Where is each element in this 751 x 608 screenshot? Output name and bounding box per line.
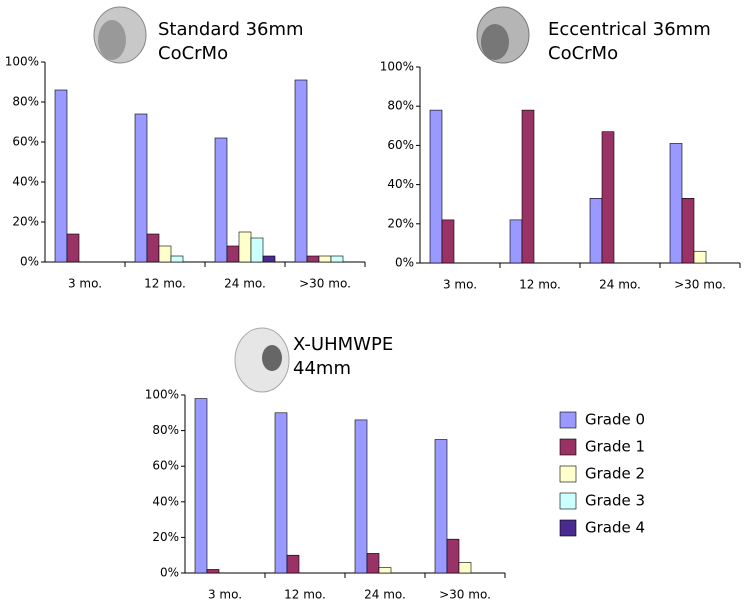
y-tick-label: 80% [152, 423, 179, 437]
bar [206, 569, 220, 574]
bar [681, 198, 695, 264]
implant-icon [93, 6, 530, 393]
bar [693, 250, 707, 264]
y-tick-label: 60% [152, 459, 179, 473]
legend-swatch [559, 411, 577, 429]
bar [66, 233, 80, 263]
x-tick-label: 3 mo. [68, 277, 102, 291]
chart-title: Eccentrical 36mm [548, 19, 711, 40]
bar [294, 79, 308, 263]
y-tick-label: 40% [387, 177, 414, 191]
x-tick-label: 24 mo. [364, 588, 406, 602]
y-tick-label: 100% [380, 60, 414, 74]
bar [214, 137, 228, 263]
bar [458, 562, 472, 574]
x-tick-label: 3 mo. [443, 278, 477, 292]
y-tick-label: 20% [12, 215, 39, 229]
bar [446, 538, 460, 574]
bar [226, 245, 240, 263]
bar [238, 231, 252, 263]
bar [429, 109, 443, 264]
bar [441, 219, 455, 264]
chart-title: CoCrMo [158, 43, 228, 64]
bar [146, 233, 160, 263]
legend-swatch [559, 492, 577, 510]
x-tick-label: 24 mo. [224, 277, 266, 291]
bar [521, 109, 535, 264]
bar [366, 553, 380, 574]
bar [306, 255, 320, 263]
bar [170, 255, 184, 263]
bar [274, 412, 288, 574]
x-tick-label: 12 mo. [284, 588, 326, 602]
legend-swatch [559, 519, 577, 537]
legend-label: Grade 2 [585, 465, 645, 483]
y-tick-label: 60% [387, 138, 414, 152]
x-tick-label: 12 mo. [519, 278, 561, 292]
legend-label: Grade 1 [585, 438, 645, 456]
x-tick-label: >30 mo. [674, 278, 726, 292]
bar [250, 237, 264, 263]
x-tick-label: 12 mo. [144, 277, 186, 291]
bar [434, 439, 448, 574]
bar [601, 131, 615, 264]
y-tick-label: 60% [12, 135, 39, 149]
bar [134, 113, 148, 263]
y-tick-label: 100% [5, 55, 39, 69]
x-tick-label: >30 mo. [439, 588, 491, 602]
chart-title: X-UHMWPE [293, 334, 393, 355]
bar [318, 255, 332, 263]
y-tick-label: 20% [152, 530, 179, 544]
legend-swatch [559, 438, 577, 456]
bar [262, 255, 276, 263]
x-tick-label: 24 mo. [599, 278, 641, 292]
legend-swatch [559, 465, 577, 483]
chart-title: CoCrMo [548, 43, 618, 64]
bar [378, 567, 392, 574]
y-tick-label: 100% [145, 388, 179, 402]
bar [589, 198, 603, 264]
bar [158, 245, 172, 263]
y-tick-label: 0% [160, 566, 179, 580]
y-tick-label: 0% [20, 255, 39, 269]
y-tick-label: 40% [152, 494, 179, 508]
x-tick-label: 3 mo. [208, 588, 242, 602]
y-tick-label: 20% [387, 216, 414, 230]
y-tick-label: 40% [12, 175, 39, 189]
bar [330, 255, 344, 263]
bar [286, 554, 300, 574]
bar [669, 143, 683, 264]
chart-title: 44mm [293, 358, 351, 379]
legend-label: Grade 3 [585, 492, 645, 510]
x-tick-label: >30 mo. [299, 277, 351, 291]
chart-title: Standard 36mm [158, 19, 304, 40]
y-tick-label: 0% [395, 256, 414, 270]
y-tick-label: 80% [12, 95, 39, 109]
legend-label: Grade 0 [585, 411, 645, 429]
y-tick-label: 80% [387, 99, 414, 113]
legend-label: Grade 4 [585, 519, 645, 537]
bar [54, 89, 68, 263]
bar [194, 398, 208, 574]
bar [509, 219, 523, 264]
bar [354, 419, 368, 574]
